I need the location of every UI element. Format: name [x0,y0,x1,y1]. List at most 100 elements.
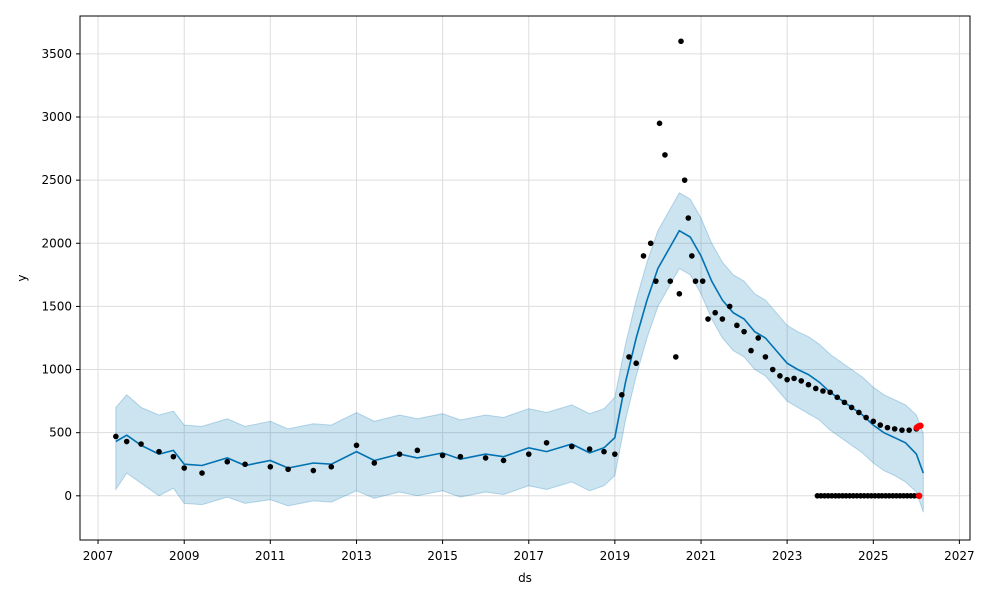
observed-point [123,438,130,445]
observed-point [156,448,162,455]
observed-point [791,375,797,382]
grid-lines [80,16,970,540]
observed-point [678,38,684,45]
observed-point [769,366,776,373]
observed-point [734,322,740,329]
observed-point [601,448,607,455]
observed-point [877,422,884,428]
uncertainty-band-area [115,192,924,513]
observed-point [906,427,912,433]
observed-point [242,461,248,468]
observed-point [673,354,679,360]
observed-point [653,278,659,284]
x-tick-label: 2011 [255,549,286,563]
observed-point [762,354,769,360]
observed-point [689,253,695,259]
observed-point [181,465,188,471]
highlight-points [913,422,924,500]
y-axis-label: y [15,274,29,281]
observed-point [626,354,632,360]
observed-point [396,451,403,457]
observed-point [748,347,754,354]
x-tick-label: 2027 [944,549,975,563]
plot-frame [79,15,971,541]
observed-point [199,470,205,476]
x-axis-label: ds [518,571,532,585]
observed-point [719,316,726,322]
observed-point [482,455,489,461]
observed-point [662,152,668,158]
x-tick-label: 2013 [341,549,372,563]
y-tick-label: 0 [64,489,72,503]
x-tick-label: 2007 [83,549,114,563]
observed-point [699,278,706,284]
observed-point [414,447,421,454]
y-tick-label: 3500 [41,47,72,61]
observed-point [777,373,783,379]
observed-point [543,439,550,446]
observed-point [685,215,692,221]
y-tick-label: 3000 [41,110,72,124]
observed-point [612,451,618,457]
observed-point [569,443,575,450]
observed-point [812,385,819,392]
observed-point [525,451,532,457]
observed-point [676,290,683,297]
observed-point [805,381,812,388]
observed-point [285,466,291,473]
observed-point [820,388,826,394]
observed-point [870,418,877,425]
observed-point [647,240,654,247]
x-tick-label: 2015 [427,549,458,563]
highlight-point [917,422,924,429]
observed-point [619,391,625,398]
y-tick-label: 1500 [41,299,72,313]
observed-point [834,394,841,401]
x-tick-label: 2021 [686,549,717,563]
observed-point [439,452,446,459]
observed-point [741,328,747,335]
observed-point [798,378,805,384]
observed-point [457,453,464,460]
observed-point [586,446,593,452]
observed-point [371,460,378,466]
observed-point [633,360,639,367]
observed-point [755,335,762,341]
observed-point [310,467,317,474]
x-tick-label: 2017 [513,549,544,563]
y-axis: 0 500 1000 1500 2000 2500 3000 3500 [41,47,80,503]
x-tick-label: 2023 [772,549,803,563]
observed-point [681,177,688,183]
observed-point [884,424,891,431]
uncertainty-band [115,192,924,513]
observed-point [170,453,177,460]
observed-point [863,414,869,421]
observed-point [827,389,833,396]
observed-point [692,278,699,284]
observed-points [113,38,921,499]
observed-point [784,376,790,383]
observed-point [856,409,862,416]
observed-point [841,399,848,406]
y-tick-label: 2500 [41,173,72,187]
highlight-point [915,492,923,500]
observed-point [667,278,674,284]
observed-point [353,442,360,449]
x-axis: 2007 2009 2011 2013 2015 2017 2019 2021 2023 2025… [83,540,975,563]
observed-point [500,457,507,464]
x-tick-label: 2025 [858,549,889,563]
y-tick-label: 1000 [41,363,72,377]
observed-point [712,309,718,316]
observed-point [224,458,231,465]
observed-point [328,463,335,470]
x-tick-label: 2019 [600,549,631,563]
observed-point [705,316,711,322]
observed-point [267,463,274,470]
observed-point [899,427,905,433]
observed-point [891,426,898,432]
observed-point [656,120,663,127]
y-tick-label: 500 [49,426,72,440]
observed-point [138,441,144,447]
y-tick-label: 2000 [41,236,72,250]
